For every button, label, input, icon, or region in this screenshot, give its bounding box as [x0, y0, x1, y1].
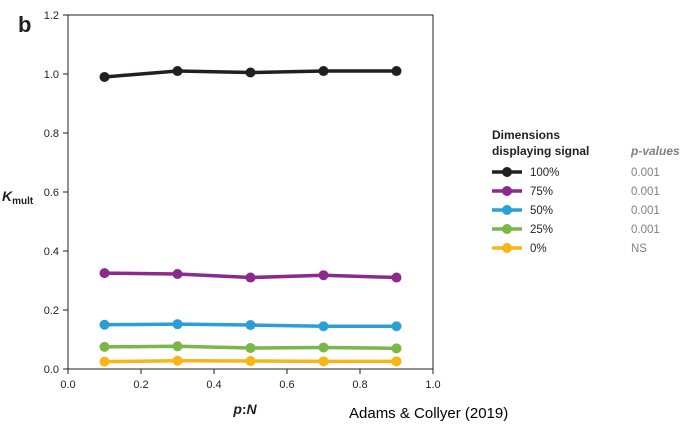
data-point: [318, 342, 329, 353]
legend: Dimensions displaying signal p-values 10…: [492, 128, 680, 255]
legend-pvalue: NS: [631, 243, 647, 255]
data-point: [99, 71, 110, 82]
legend-title-line2: displaying signal: [492, 144, 589, 158]
series-5: [99, 355, 402, 367]
legend-swatch-marker: [502, 205, 512, 215]
data-point: [245, 67, 256, 78]
data-point: [99, 356, 110, 367]
data-point: [318, 356, 329, 367]
x-tick-label: 1.0: [425, 379, 440, 391]
data-point: [99, 268, 110, 279]
data-point: [391, 343, 402, 354]
axes: 0.0 0.2 0.4 0.6 0.8 1.0 1.2 0.0 0.2 0.4 0.6 0.8 1.0: [44, 10, 441, 391]
credit-text: Adams & Collyer (2019): [349, 405, 508, 422]
series-1: [99, 66, 402, 82]
y-tick-label: 0.6: [44, 187, 59, 199]
y-axis-label: Kmult: [2, 188, 34, 207]
legend-label: 25%: [530, 224, 553, 236]
series-2: [99, 268, 402, 283]
x-tick-label: 0.8: [352, 379, 367, 391]
series-3: [99, 319, 402, 332]
legend-pvalue: 0.001: [631, 205, 660, 217]
legend-swatch-marker: [502, 224, 512, 234]
data-point: [172, 355, 183, 366]
y-tick-label: 0.8: [44, 128, 59, 140]
data-point: [391, 321, 402, 332]
legend-pvalues-title: p-values: [630, 144, 680, 158]
data-point: [245, 356, 256, 367]
data-point: [391, 272, 402, 283]
data-point: [318, 66, 329, 77]
legend-item: 0% NS: [492, 243, 647, 255]
series-4: [99, 341, 402, 354]
data-point: [318, 321, 329, 332]
data-point: [318, 270, 329, 281]
data-point: [245, 320, 256, 331]
y-tick-label: 0.4: [44, 246, 59, 258]
legend-item: 25% 0.001: [492, 224, 660, 236]
x-axis-label: p:N: [232, 401, 257, 417]
panel-label: b: [18, 12, 31, 37]
legend-swatch-marker: [502, 167, 512, 177]
data-point: [99, 319, 110, 330]
legend-title-line1: Dimensions: [492, 128, 560, 142]
legend-label: 50%: [530, 205, 553, 217]
x-tick-label: 0.2: [133, 379, 148, 391]
legend-pvalue: 0.001: [631, 186, 660, 198]
legend-label: 0%: [530, 243, 547, 255]
x-tick-label: 0.4: [206, 379, 221, 391]
y-tick-label: 1.0: [44, 69, 59, 81]
legend-pvalue: 0.001: [631, 167, 660, 179]
data-point: [391, 356, 402, 367]
data-point: [99, 341, 110, 352]
legend-items: 100% 0.001 75% 0.001 50% 0.001 25% 0.001 0% NS: [492, 167, 660, 255]
data-point: [172, 341, 183, 352]
data-point: [172, 319, 183, 330]
data-point: [245, 343, 256, 354]
x-tick-label: 0.0: [60, 379, 75, 391]
legend-item: 50% 0.001: [492, 205, 660, 217]
legend-item: 100% 0.001: [492, 167, 660, 179]
legend-label: 100%: [530, 167, 559, 179]
data-point: [391, 66, 402, 77]
y-tick-label: 1.2: [44, 10, 59, 22]
legend-item: 75% 0.001: [492, 186, 660, 198]
data-point: [172, 66, 183, 77]
legend-label: 75%: [530, 186, 553, 198]
legend-swatch-marker: [502, 186, 512, 196]
y-tick-label: 0.2: [44, 305, 59, 317]
x-tick-label: 0.6: [279, 379, 294, 391]
plot-area: [99, 66, 402, 367]
legend-swatch-marker: [502, 243, 512, 253]
data-point: [172, 269, 183, 280]
data-point: [245, 272, 256, 283]
y-tick-label: 0.0: [44, 364, 59, 376]
legend-pvalue: 0.001: [631, 224, 660, 236]
